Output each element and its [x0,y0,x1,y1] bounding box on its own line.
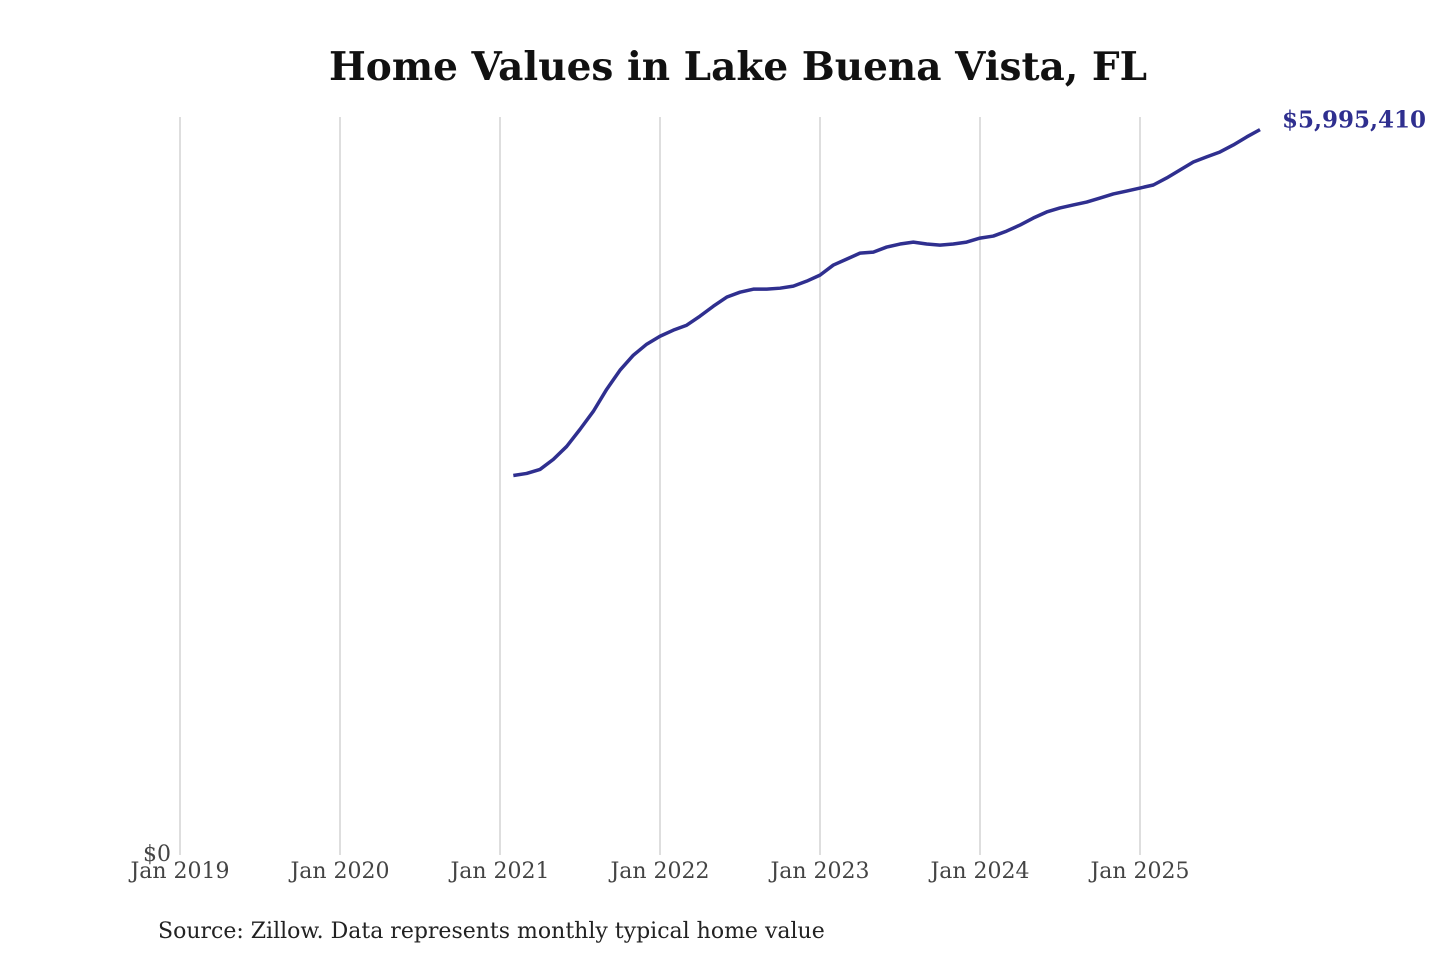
x-tick-label: Jan 2020 [288,859,389,884]
data-line [513,128,1261,478]
value-label: $5,995,410 [1282,107,1426,134]
x-tick-label: Jan 2021 [448,859,549,884]
x-tick-label: Jan 2025 [1088,859,1189,884]
x-tick-label: Jan 2022 [608,859,709,884]
x-tick-label: Jan 2024 [928,859,1029,884]
chart-title: Home Values in Lake Buena Vista, FL [329,44,1147,90]
source-note: Source: Zillow. Data represents monthly … [158,919,825,944]
x-tick-label: Jan 2019 [128,859,229,884]
y-tick-label: $0 [143,842,171,867]
x-tick-label: Jan 2023 [768,859,869,884]
